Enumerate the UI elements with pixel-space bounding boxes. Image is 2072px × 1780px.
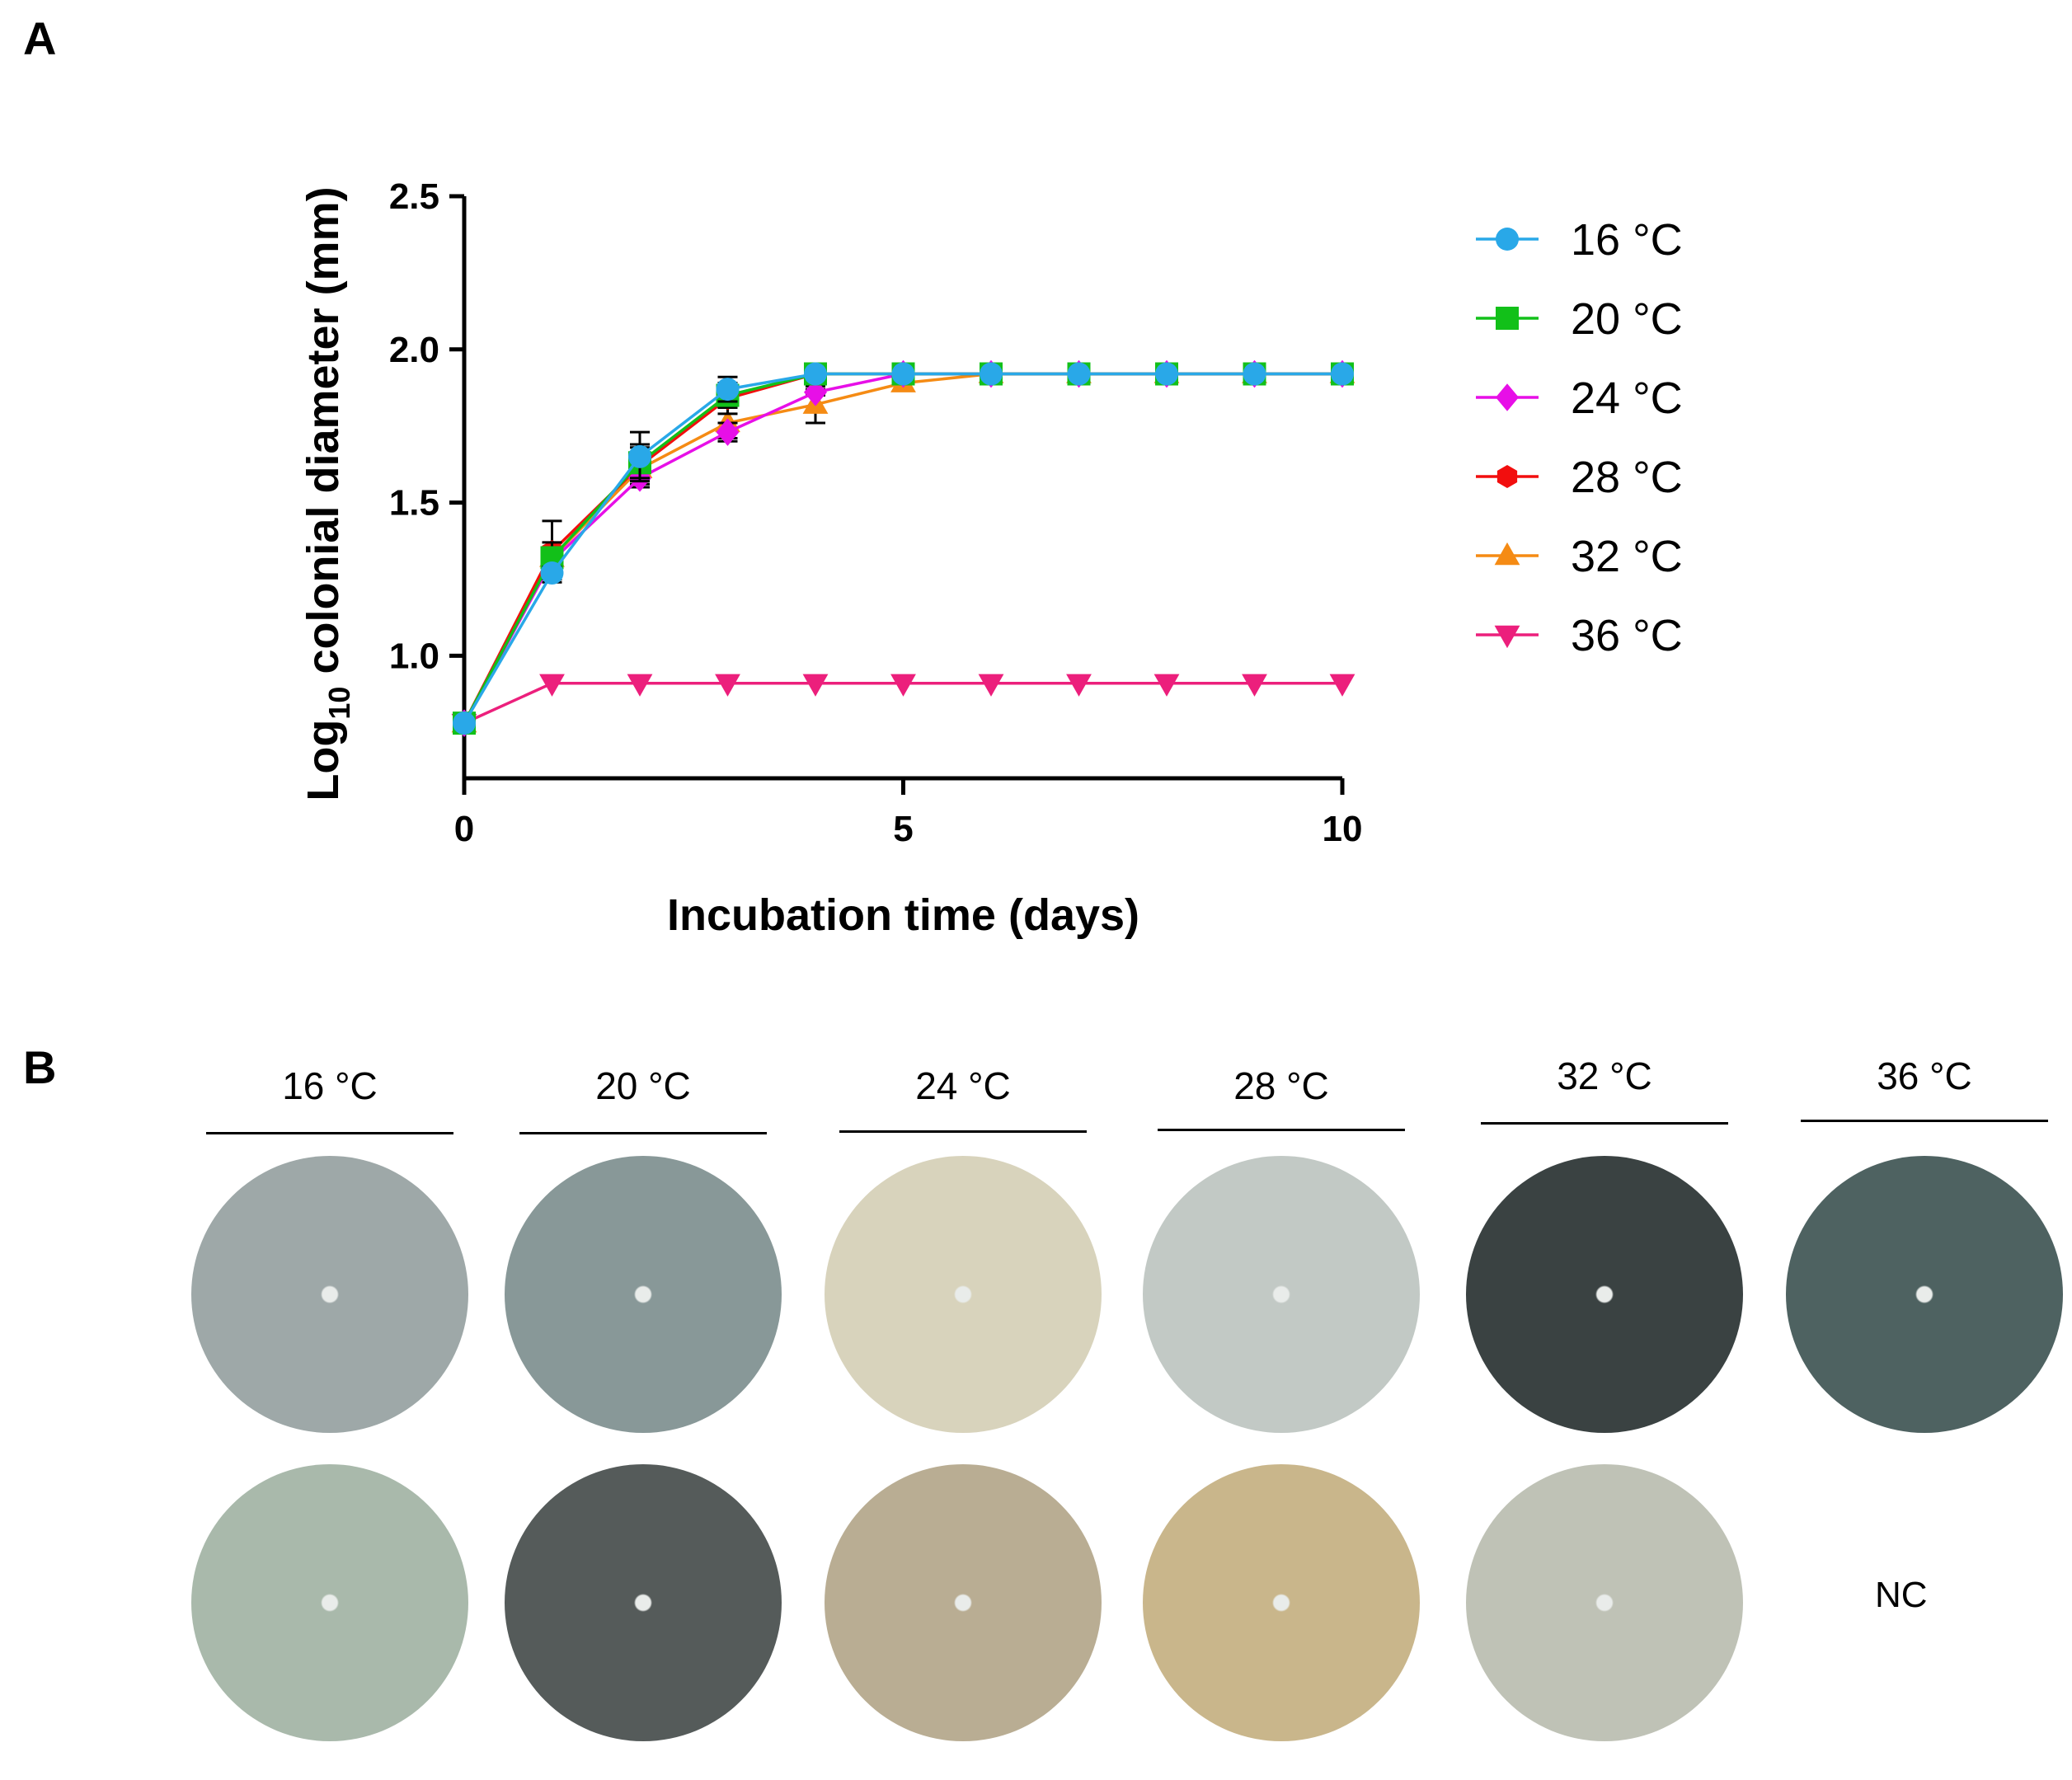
legend-item: 32 °C (1476, 532, 1683, 581)
series-line (463, 372, 1342, 724)
culture-plate-top (825, 1156, 1102, 1433)
temperature-header: 20 °C (595, 1064, 691, 1107)
temperature-header: 28 °C (1233, 1064, 1329, 1107)
data-point (715, 674, 740, 697)
temperature-rule (1801, 1120, 2048, 1122)
legend-item: 16 °C (1476, 215, 1683, 265)
culture-plate-top (1466, 1156, 1743, 1433)
data-point (980, 362, 1003, 386)
legend-item: 36 °C (1476, 611, 1683, 660)
series-line (463, 372, 1342, 724)
data-point (627, 674, 653, 697)
legend-label: 36 °C (1571, 611, 1683, 660)
culture-plate-top (1786, 1156, 2063, 1433)
data-point (1243, 362, 1266, 386)
y-tick-label: 2.0 (389, 330, 439, 370)
culture-plate-bottom (505, 1464, 782, 1741)
legend-item: 28 °C (1476, 453, 1683, 502)
culture-plate-bottom (825, 1464, 1102, 1741)
culture-plate-top (505, 1156, 782, 1433)
legend-marker (1496, 228, 1519, 251)
data-point (1153, 674, 1180, 697)
chart-legend: 16 °C 20 °C 24 °C 28 °C 32 °C 36 °C (1476, 215, 1683, 660)
temperature-rule (839, 1130, 1087, 1133)
temperature-header: 32 °C (1557, 1054, 1652, 1097)
chart-series (451, 359, 1355, 737)
culture-plate-top (191, 1156, 468, 1433)
legend-label: 24 °C (1571, 373, 1683, 423)
culture-plate-bottom (191, 1464, 468, 1741)
legend-marker (1494, 542, 1520, 566)
y-tick-label: 1.5 (389, 483, 439, 524)
x-tick-label: 10 (1323, 809, 1363, 849)
legend-label: 20 °C (1571, 294, 1683, 344)
data-point (802, 674, 829, 697)
legend-label: 16 °C (1571, 215, 1683, 265)
legend-marker (1494, 625, 1520, 649)
legend-marker (1496, 383, 1519, 411)
x-axis-label: Incubation time (days) (667, 890, 1139, 940)
growth-chart: 1.0 1.5 2.0 2.5 0 5 10 Incubation time (days) Lo… (298, 176, 1683, 940)
culture-plate-bottom (1466, 1464, 1743, 1741)
legend-label: 32 °C (1571, 532, 1683, 581)
temperature-header: 24 °C (915, 1064, 1011, 1107)
data-point (716, 418, 740, 446)
chart-axes: 1.0 1.5 2.0 2.5 0 5 10 Incubation time (days) Lo… (298, 176, 1362, 940)
temperature-rule (206, 1132, 453, 1134)
legend-marker (1496, 465, 1518, 488)
temperature-rule (519, 1132, 767, 1134)
series-line (463, 372, 1342, 724)
data-point (540, 561, 564, 585)
temperature-rule (1481, 1122, 1728, 1125)
data-point (890, 674, 916, 697)
series-0 (453, 362, 1354, 735)
negative-control-label: NC (1875, 1575, 1928, 1615)
legend-label: 28 °C (1571, 453, 1683, 502)
data-point (1329, 674, 1355, 697)
temperature-header: 16 °C (282, 1064, 378, 1107)
data-point (1066, 674, 1092, 697)
data-point (1067, 362, 1091, 386)
data-point (1331, 362, 1354, 386)
legend-marker (1496, 307, 1519, 330)
temperature-header: 36 °C (1877, 1054, 1972, 1097)
legend-item: 20 °C (1476, 294, 1683, 344)
panel-a-label: A (23, 12, 57, 64)
data-point (891, 362, 915, 386)
data-point (804, 362, 827, 386)
data-point (978, 674, 1004, 697)
y-tick-label: 1.0 (389, 636, 439, 676)
culture-plate-bottom (1143, 1464, 1420, 1741)
series-line (463, 372, 1342, 724)
series-5 (451, 674, 1355, 737)
legend-item: 24 °C (1476, 373, 1683, 423)
series-line (463, 372, 1342, 724)
x-tick-label: 5 (893, 809, 913, 849)
temperature-rule (1158, 1129, 1405, 1131)
y-axis-label: Log10 colonial diameter (mm) (298, 186, 356, 801)
y-tick-label: 2.5 (389, 176, 439, 217)
data-point (1242, 674, 1267, 697)
data-point (453, 712, 476, 735)
data-point (1155, 362, 1178, 386)
x-tick-label: 0 (454, 809, 474, 849)
data-point (628, 444, 651, 468)
panel-b-label: B (23, 1041, 57, 1093)
data-point (539, 674, 565, 697)
culture-plate-top (1143, 1156, 1420, 1433)
data-point (716, 378, 740, 402)
